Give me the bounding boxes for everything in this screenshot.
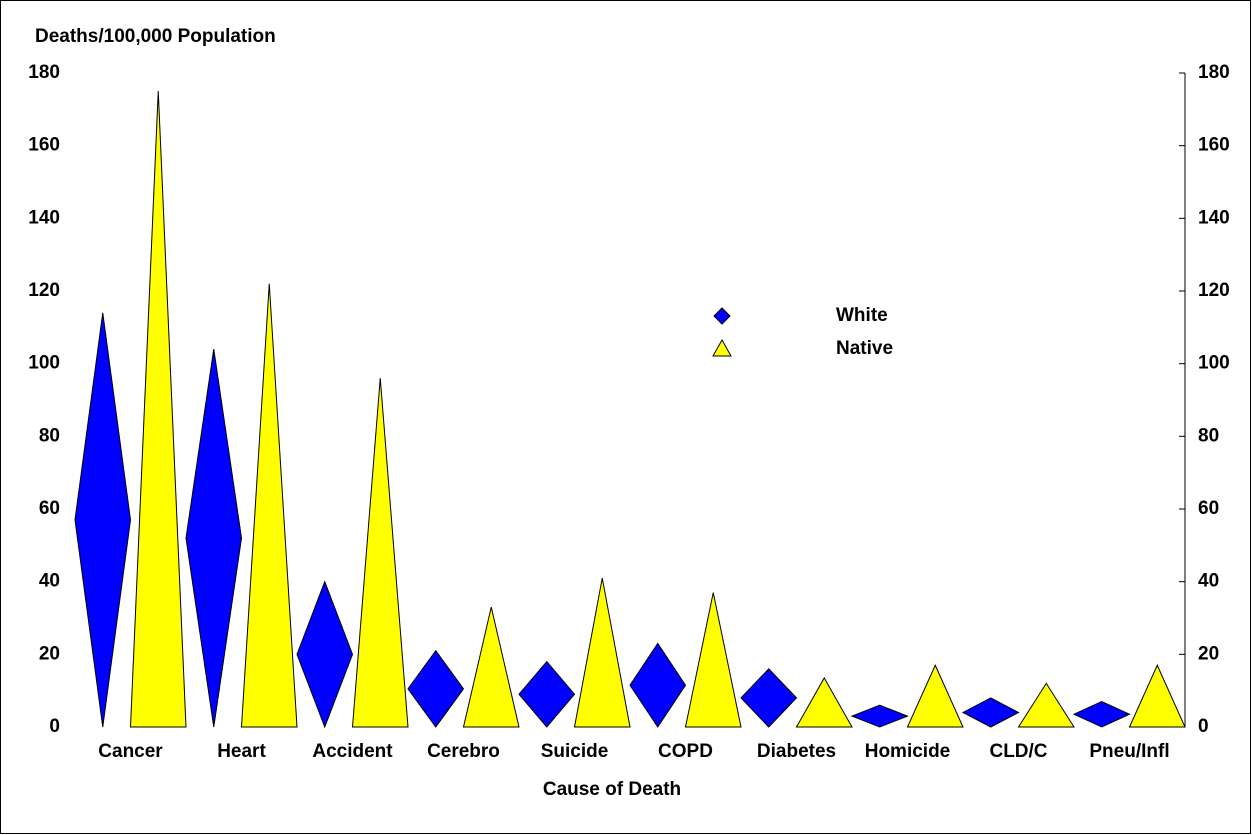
diamond-bar [961, 697, 1020, 728]
triangle-bar [1128, 664, 1186, 728]
triangle-bar [351, 378, 409, 728]
triangle-bar [906, 664, 964, 728]
legend-label: Native [836, 338, 893, 359]
y2-tick-label: 40 [1198, 571, 1219, 592]
diamond-bar [74, 312, 132, 728]
x-tick-label: Cerebro [427, 741, 500, 762]
y2-tick-label: 0 [1198, 716, 1209, 737]
y2-tick-label: 100 [1198, 353, 1230, 374]
y2-tick-label: 180 [1198, 62, 1230, 83]
legend-label: White [836, 305, 888, 326]
y2-tick-label: 120 [1198, 280, 1230, 301]
triangle-bar [129, 91, 187, 728]
x-tick-label: Suicide [541, 741, 609, 762]
legend-marker [713, 307, 731, 325]
diamond-bar [296, 580, 354, 729]
triangle-bar [462, 606, 520, 728]
triangle-bar [240, 283, 298, 728]
diamond-bar [629, 642, 687, 728]
x-tick-label: Heart [217, 741, 266, 762]
x-tick-label: Homicide [865, 741, 951, 762]
y-tick-label: 100 [28, 353, 60, 374]
y-tick-label: 140 [28, 207, 60, 228]
diamond-bar [850, 704, 909, 728]
x-tick-label: Pneu/Infl [1089, 741, 1169, 762]
y2-tick-label: 160 [1198, 135, 1230, 156]
y2-tick-label: 60 [1198, 498, 1219, 519]
x-tick-label: COPD [658, 741, 713, 762]
triangle-bar [795, 676, 853, 728]
diamond-bar [518, 660, 576, 728]
diamond-bar [740, 668, 798, 728]
triangle-bar [684, 592, 742, 728]
x-tick-label: CLD/C [989, 741, 1047, 762]
y-tick-label: 160 [28, 135, 60, 156]
y-tick-label: 180 [28, 62, 60, 83]
triangle-bar [1017, 682, 1075, 728]
y2-tick-label: 80 [1198, 425, 1219, 446]
y-axis-title: Deaths/100,000 Population [35, 26, 276, 47]
diamond-bar [407, 649, 465, 728]
x-tick-label: Cancer [98, 741, 163, 762]
legend-marker [712, 338, 732, 357]
y-tick-label: 20 [39, 643, 60, 664]
x-tick-label: Diabetes [757, 741, 836, 762]
y2-tick-label: 20 [1198, 643, 1219, 664]
y-tick-label: 80 [39, 425, 60, 446]
triangle-bar [573, 577, 631, 728]
y-tick-label: 40 [39, 571, 60, 592]
x-tick-label: Accident [312, 741, 393, 762]
y-tick-label: 120 [28, 280, 60, 301]
diamond-bar [1072, 701, 1131, 728]
y-tick-label: 0 [49, 716, 60, 737]
y-tick-label: 60 [39, 498, 60, 519]
y2-tick-label: 140 [1198, 207, 1230, 228]
x-axis-title: Cause of Death [543, 779, 681, 800]
diamond-bar [185, 349, 243, 728]
